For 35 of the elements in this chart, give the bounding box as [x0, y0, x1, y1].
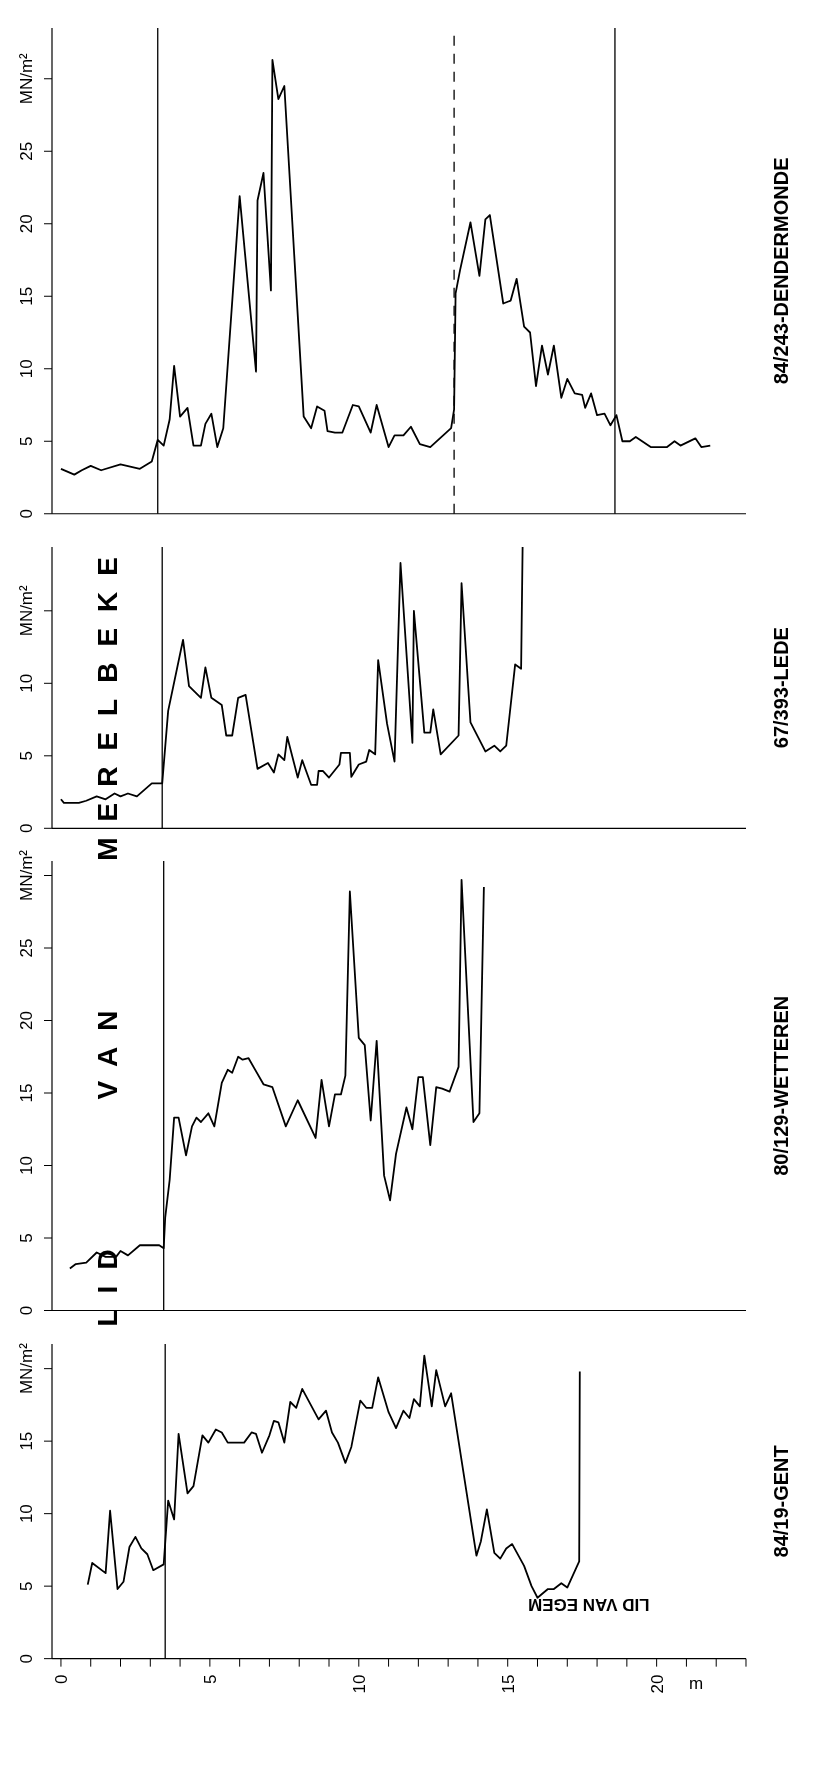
y-tick-label: 10 — [17, 1156, 36, 1176]
y-tick-label: MN/m² — [17, 52, 36, 105]
y-tick-label: 5 — [17, 436, 36, 446]
y-tick-label: 0 — [17, 509, 36, 519]
y-tick-label: 25 — [17, 141, 36, 161]
x-axis-title: m — [688, 1673, 704, 1693]
y-tick-label: 15 — [17, 286, 36, 306]
x-tick-label: 5 — [200, 1674, 220, 1684]
y-tick-label: 10 — [17, 359, 36, 379]
annotation: LID VAN EGEM — [528, 1593, 650, 1614]
y-tick-label: MN/m² — [17, 584, 36, 637]
y-tick-label: 15 — [17, 1431, 37, 1451]
y-tick-label: 0 — [17, 1305, 36, 1316]
y-tick-label: 5 — [17, 1580, 37, 1591]
x-tick-label: 0 — [51, 1674, 71, 1684]
y-tick-label: 20 — [17, 214, 36, 234]
y-tick-label: 5 — [17, 750, 36, 761]
y-tick-label: 15 — [17, 1083, 36, 1103]
y-tick-label: 0 — [17, 823, 36, 833]
y-tick-label: 0 — [17, 1653, 37, 1663]
y-tick-label: 10 — [17, 1503, 37, 1523]
text: 84/243-DENDERMONDE — [770, 157, 792, 385]
x-tick-label: 20 — [647, 1674, 667, 1694]
x-tick-label: 10 — [349, 1674, 369, 1694]
y-tick-label: MN/m² — [17, 849, 36, 902]
y-tick-label: 20 — [17, 1011, 36, 1031]
y-tick-label: 10 — [17, 673, 36, 693]
y-tick-label: 25 — [17, 938, 36, 958]
text: 84/19-GENT — [769, 1444, 792, 1557]
text: 80/129-WETTEREN — [770, 995, 792, 1176]
text: 67/393-LEDE — [770, 626, 792, 748]
x-tick-label: 15 — [498, 1674, 518, 1694]
y-tick-label: 5 — [17, 1233, 36, 1243]
annotation: LID VAN MERELBEKE — [92, 541, 124, 1327]
y-tick-label: MN/m² — [17, 1342, 37, 1394]
